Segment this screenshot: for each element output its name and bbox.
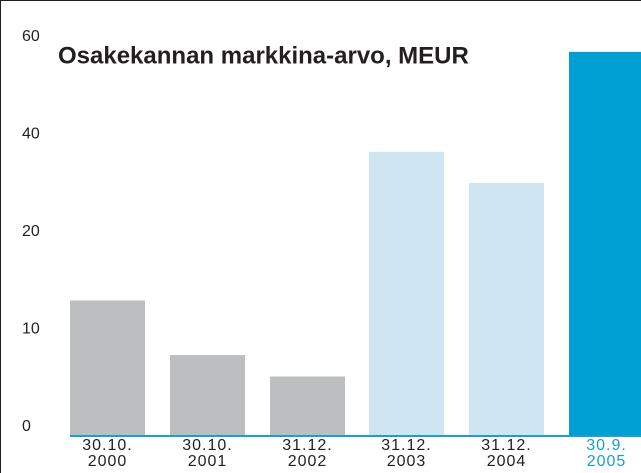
x-tick-label-line: 2001 xyxy=(188,453,228,470)
y-tick-label: 20 xyxy=(22,223,40,240)
x-tick-label-line: 2000 xyxy=(88,453,128,470)
x-tick-label-line: 31.12. xyxy=(381,437,431,454)
x-tick-label-line: 30.10. xyxy=(182,437,232,454)
bar xyxy=(70,300,145,436)
x-tick-label-line: 2003 xyxy=(387,453,427,470)
x-tick-label-line: 2002 xyxy=(288,453,328,470)
y-tick-label: 0 xyxy=(22,418,31,435)
y-tick-label: 10 xyxy=(22,321,40,338)
x-tick-label-line: 31.12. xyxy=(282,437,332,454)
bar xyxy=(569,51,641,436)
bar xyxy=(369,151,444,436)
x-tick-label-line: 30.9. xyxy=(586,437,627,454)
x-tick-label: 30.9. 2005 xyxy=(586,437,627,470)
chart-title: Osakekannan markkina-arvo, MEUR xyxy=(58,42,469,69)
y-tick-label: 60 xyxy=(22,28,40,45)
x-tick-label-line: 31.12. xyxy=(481,437,531,454)
x-tick-label: 31.12. 2004 xyxy=(481,437,531,470)
bar xyxy=(170,355,245,436)
bar xyxy=(469,182,544,436)
x-tick-label: 31.12. 2003 xyxy=(381,437,431,470)
x-tick-label: 30.10. 2000 xyxy=(82,437,132,470)
x-tick-label-line: 2005 xyxy=(587,453,627,470)
x-tick-label-line: 30.10. xyxy=(82,437,132,454)
bar xyxy=(270,376,345,436)
y-tick-label: 40 xyxy=(22,126,40,143)
x-tick-label: 31.12. 2002 xyxy=(282,437,332,470)
x-tick-label: 30.10. 2001 xyxy=(182,437,232,470)
x-tick-label-line: 2004 xyxy=(487,453,527,470)
